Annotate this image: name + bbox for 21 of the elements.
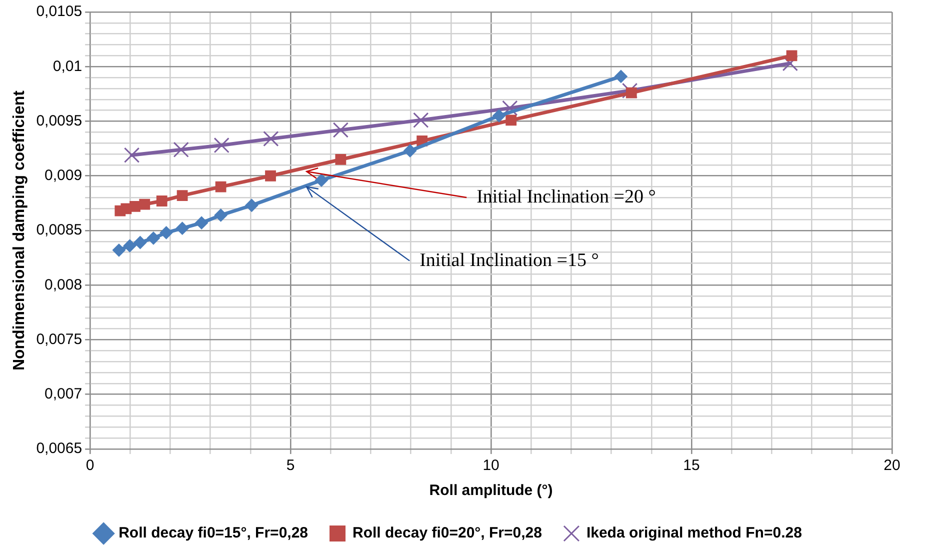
y-tick-label: 0,007 — [44, 386, 82, 403]
legend-label: Roll decay fi0=20°, Fr=0,28 — [352, 524, 542, 542]
annotation: Initial Inclination =20 ° — [476, 186, 656, 208]
annotation: Initial Inclination =15 ° — [420, 250, 599, 271]
y-tick-label: 0,0075 — [36, 330, 82, 348]
x-axis-title: Roll amplitude (°) — [429, 482, 553, 500]
y-tick-label: 0,01 — [52, 58, 82, 75]
x-tick-label: 20 — [884, 457, 900, 474]
y-tick-label: 0,0085 — [36, 222, 82, 239]
y-tick-label: 0,0065 — [36, 440, 82, 458]
y-axis-title: Nondimensional damping coefficient — [11, 90, 28, 371]
legend-label: Ikeda original method Fn=0.28 — [586, 524, 802, 542]
x-tick-label: 10 — [482, 457, 500, 474]
y-tick-label: 0,008 — [44, 276, 82, 294]
x-tick-label: 5 — [286, 457, 295, 474]
y-tick-label: 0,0105 — [36, 3, 82, 20]
x-tick-label: 0 — [86, 457, 94, 474]
y-tick-label: 0,009 — [44, 167, 82, 184]
legend-label: Roll decay fi0=15°, Fr=0,28 — [118, 524, 308, 542]
x-tick-label: 15 — [683, 457, 700, 474]
y-tick-label: 0,0095 — [36, 112, 82, 130]
